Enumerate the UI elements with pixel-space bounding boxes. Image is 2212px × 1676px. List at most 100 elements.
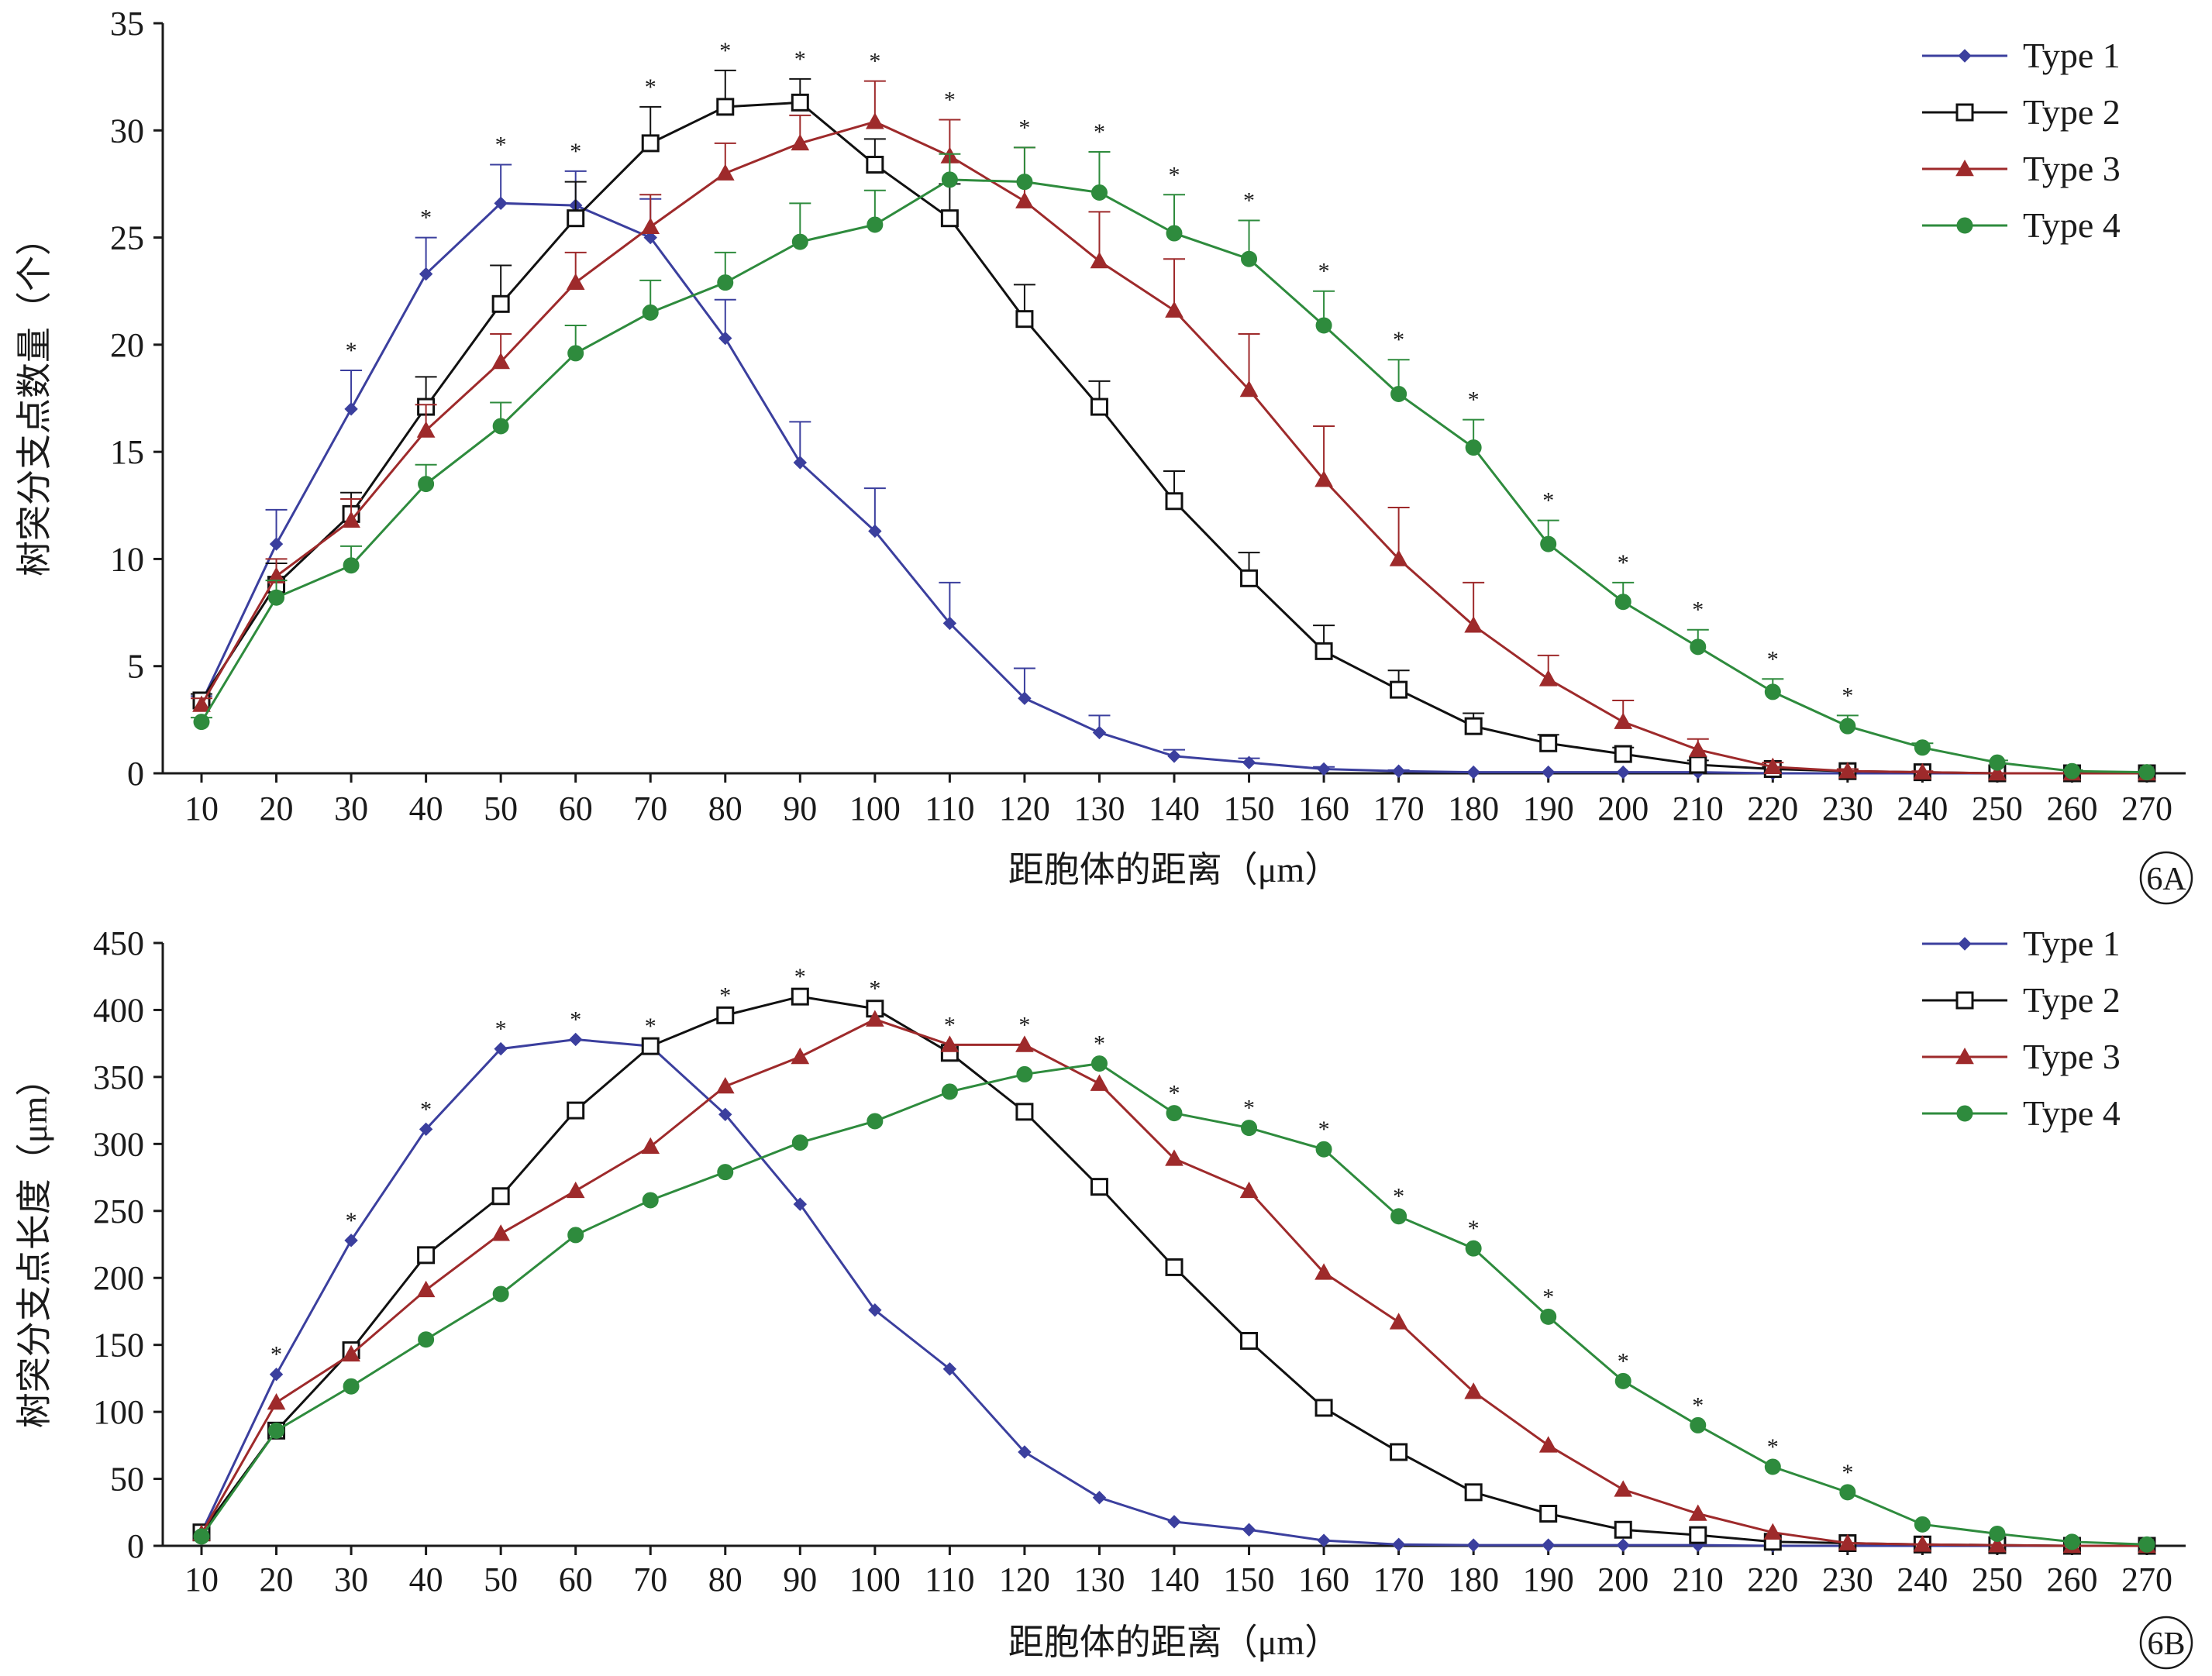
data-point [1239,1181,1259,1199]
data-point [1465,1240,1482,1257]
data-point [1838,762,1857,779]
data-point [791,1134,808,1151]
data-point [1390,680,1408,699]
chart-6b-significance-star: * [1169,1081,1180,1106]
chart-6b-significance-star: * [1094,1031,1105,1057]
chart-6b-x-tick-label: 20 [260,1561,294,1599]
chart-6b-x-tick-label: 260 [2046,1561,2097,1599]
chart-6b-significance-star: * [1243,1096,1255,1121]
chart-6a-legend-entry-type-2: Type 2 [1922,92,2121,132]
chart-6b-significance-star: * [1542,1284,1554,1309]
data-point [791,133,810,151]
data-point [643,230,657,245]
data-point [567,1227,584,1244]
chart-6b-x-tick-label: 50 [484,1561,518,1599]
chart-6a-series-type-4 [191,146,2155,781]
data-point [941,1083,958,1100]
chart-6b-x-tick-label: 40 [409,1561,443,1599]
chart-6a-significance-star: * [645,74,656,100]
chart-6b-significance-star: * [869,976,880,1002]
data-point [1314,1263,1333,1280]
chart-6b-x-tick-label: 130 [1073,1561,1125,1599]
chart-6b-panel-label: 6B [2147,1626,2185,1662]
data-point [566,1181,585,1199]
data-point [1166,1105,1183,1122]
data-point [1989,1525,2006,1542]
data-point [1464,1483,1483,1502]
chart-6b-y-tick-label: 0 [127,1527,144,1565]
data-point [1614,1372,1631,1389]
chart-6b-x-tick-label: 80 [708,1561,743,1599]
chart-6b-x-tick-label: 70 [633,1561,667,1599]
legend-marker [1956,1105,1973,1122]
chart-6b-legend-entry-type-2: Type 2 [1922,980,2121,1020]
chart-6b-series-type-4 [193,1055,2155,1553]
chart-6b-x-tick-label: 120 [999,1561,1050,1599]
chart-6b-x-tick-label: 240 [1897,1561,1948,1599]
data-point [344,1234,358,1248]
chart-6a-significance-star: * [1318,259,1330,284]
data-point [1166,225,1183,242]
data-point [269,1367,284,1382]
data-point [1465,439,1482,456]
legend-marker [1958,937,1972,951]
chart-6b-x-tick-label: 200 [1597,1561,1649,1599]
chart-6a-x-tick-label: 20 [260,790,294,828]
chart-panel-6b: 0 50 100 150 200 250 300 350 400 450 10 20 30 40 50 60 7… [0,899,2212,1676]
data-point [1391,764,1406,778]
chart-6b-significance-star: * [270,1342,282,1368]
data-point [1464,1382,1483,1399]
chart-6b-significance-star: * [1842,1460,1853,1485]
chart-6a-x-tick-label: 270 [2121,790,2172,828]
data-point [642,1192,659,1209]
chart-6a-significance-star: * [719,38,731,64]
chart-6a-x-tick-label: 110 [925,790,974,828]
data-point [1988,1536,2007,1553]
chart-6a-x-tick-label: 250 [1972,790,2023,828]
data-point [419,267,433,281]
data-point [492,1285,509,1303]
data-point [641,1137,660,1155]
chart-6a-significance-star: * [570,139,581,164]
chart-6b-significance-star: * [645,1014,656,1039]
chart-6b-x-tick-label: 180 [1448,1561,1499,1599]
data-point [1090,251,1109,269]
chart-6a-y-tick-label: 10 [110,540,144,578]
chart-6a-legend-entry-type-1: Type 1 [1922,36,2121,75]
data-point [1165,492,1184,511]
data-point [1240,1331,1259,1350]
data-point [1688,1504,1707,1521]
chart-6a-x-tick-label: 40 [409,790,443,828]
chart-6b-significance-star: * [1318,1117,1330,1142]
chart-6b-y-tick-label: 300 [93,1125,144,1163]
data-point [865,112,884,129]
chart-6b-x-tick-label: 150 [1224,1561,1275,1599]
data-point [567,1101,585,1120]
chart-6a-significance-star: * [1169,162,1180,188]
data-point [494,1041,508,1056]
data-point [1466,1538,1480,1552]
data-point [940,209,959,228]
data-point [416,421,436,438]
chart-6a-x-tick-label: 150 [1224,790,1275,828]
data-point [1763,757,1783,775]
data-point [1092,725,1107,740]
chart-6a-x-tick-label: 140 [1149,790,1200,828]
chart-6a-significance-star: * [1018,115,1030,140]
data-point [1539,1505,1558,1523]
data-point [1389,549,1408,566]
data-point [1391,1537,1406,1551]
legend-label: Type 3 [2023,149,2121,188]
chart-6b-y-tick-label: 400 [93,991,144,1029]
chart-6b-significance-star: * [346,1208,357,1234]
chart-6a-x-tick-label: 160 [1298,790,1349,828]
data-point [1540,535,1557,552]
chart-6a-panel-label-circle [2139,851,2193,905]
data-point [416,1280,436,1298]
data-point [417,1246,436,1265]
data-point [791,93,809,112]
data-point [343,557,360,574]
chart-6b-x-tick-label: 230 [1822,1561,1873,1599]
data-point [1090,1055,1108,1072]
data-point [491,1224,511,1241]
